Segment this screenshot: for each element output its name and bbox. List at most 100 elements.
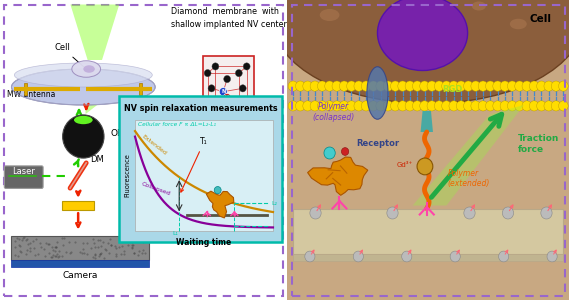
- Circle shape: [508, 101, 517, 111]
- Circle shape: [383, 81, 393, 91]
- Circle shape: [541, 207, 552, 219]
- Text: L₂: L₂: [271, 201, 278, 206]
- Circle shape: [219, 88, 227, 96]
- Text: Collapsed: Collapsed: [141, 181, 171, 196]
- Circle shape: [376, 101, 385, 111]
- Circle shape: [341, 148, 349, 155]
- Circle shape: [405, 101, 415, 111]
- Circle shape: [434, 81, 444, 91]
- Ellipse shape: [74, 116, 93, 124]
- Circle shape: [456, 101, 466, 111]
- Circle shape: [471, 81, 480, 91]
- FancyBboxPatch shape: [293, 254, 563, 261]
- Polygon shape: [71, 4, 119, 60]
- Circle shape: [493, 101, 502, 111]
- Circle shape: [332, 101, 341, 111]
- Text: Waiting time: Waiting time: [176, 238, 232, 247]
- Circle shape: [547, 251, 557, 262]
- Text: Polymer
(extended): Polymer (extended): [448, 169, 490, 188]
- Text: Gd³⁺: Gd³⁺: [397, 162, 413, 168]
- Circle shape: [529, 81, 539, 91]
- Circle shape: [500, 101, 510, 111]
- Circle shape: [427, 101, 436, 111]
- Circle shape: [508, 81, 517, 91]
- Circle shape: [339, 101, 349, 111]
- Ellipse shape: [11, 69, 155, 105]
- Circle shape: [224, 76, 230, 83]
- Text: N: N: [221, 89, 225, 94]
- Circle shape: [383, 101, 393, 111]
- Text: MW antenna: MW antenna: [7, 90, 56, 99]
- FancyBboxPatch shape: [135, 120, 273, 231]
- Circle shape: [450, 251, 460, 262]
- Text: Traction
force: Traction force: [518, 134, 560, 154]
- Text: T₁: T₁: [181, 137, 208, 192]
- Ellipse shape: [510, 19, 527, 29]
- Circle shape: [303, 101, 312, 111]
- Circle shape: [288, 101, 298, 111]
- Text: NV spin relaxation measurements: NV spin relaxation measurements: [123, 103, 277, 112]
- Ellipse shape: [377, 0, 468, 70]
- FancyBboxPatch shape: [11, 236, 150, 260]
- FancyBboxPatch shape: [293, 208, 563, 253]
- Circle shape: [502, 207, 514, 219]
- Circle shape: [434, 101, 444, 111]
- Circle shape: [537, 101, 546, 111]
- Text: Laser: Laser: [13, 167, 35, 176]
- Bar: [24, 82, 27, 94]
- Circle shape: [369, 101, 378, 111]
- Circle shape: [361, 81, 371, 91]
- Circle shape: [420, 101, 429, 111]
- Circle shape: [464, 101, 473, 111]
- Circle shape: [204, 70, 211, 77]
- FancyBboxPatch shape: [5, 4, 283, 296]
- Text: Camera: Camera: [63, 272, 98, 280]
- Circle shape: [449, 101, 459, 111]
- Circle shape: [551, 81, 561, 91]
- Circle shape: [208, 85, 215, 92]
- Circle shape: [325, 101, 335, 111]
- Circle shape: [325, 81, 335, 91]
- Circle shape: [515, 81, 524, 91]
- Circle shape: [240, 85, 246, 92]
- Circle shape: [303, 81, 312, 91]
- Ellipse shape: [472, 2, 486, 10]
- Circle shape: [544, 101, 554, 111]
- Circle shape: [471, 101, 480, 111]
- Circle shape: [310, 207, 321, 219]
- Circle shape: [405, 81, 415, 91]
- Circle shape: [402, 251, 412, 262]
- Circle shape: [243, 63, 250, 70]
- Text: RGD: RGD: [442, 85, 463, 94]
- Ellipse shape: [83, 65, 95, 73]
- Circle shape: [310, 101, 320, 111]
- Circle shape: [420, 81, 429, 91]
- Circle shape: [305, 251, 315, 262]
- Polygon shape: [207, 191, 234, 218]
- Circle shape: [347, 101, 356, 111]
- Circle shape: [442, 101, 451, 111]
- Circle shape: [390, 101, 400, 111]
- Text: L₁: L₁: [172, 231, 178, 236]
- Circle shape: [215, 187, 221, 194]
- Circle shape: [212, 100, 219, 107]
- Text: OBJ: OBJ: [110, 129, 126, 138]
- Text: Extended: Extended: [141, 134, 167, 157]
- Ellipse shape: [14, 63, 152, 87]
- Circle shape: [361, 101, 371, 111]
- Polygon shape: [413, 105, 524, 206]
- FancyBboxPatch shape: [203, 56, 254, 115]
- Circle shape: [236, 70, 242, 77]
- Circle shape: [456, 81, 466, 91]
- Circle shape: [442, 81, 451, 91]
- Text: Cell: Cell: [530, 14, 552, 25]
- Circle shape: [544, 81, 554, 91]
- Circle shape: [417, 158, 433, 175]
- Circle shape: [464, 207, 475, 219]
- Circle shape: [295, 101, 305, 111]
- Circle shape: [398, 81, 407, 91]
- Polygon shape: [85, 99, 105, 114]
- Circle shape: [413, 101, 422, 111]
- Text: V: V: [225, 95, 229, 100]
- Circle shape: [390, 81, 400, 91]
